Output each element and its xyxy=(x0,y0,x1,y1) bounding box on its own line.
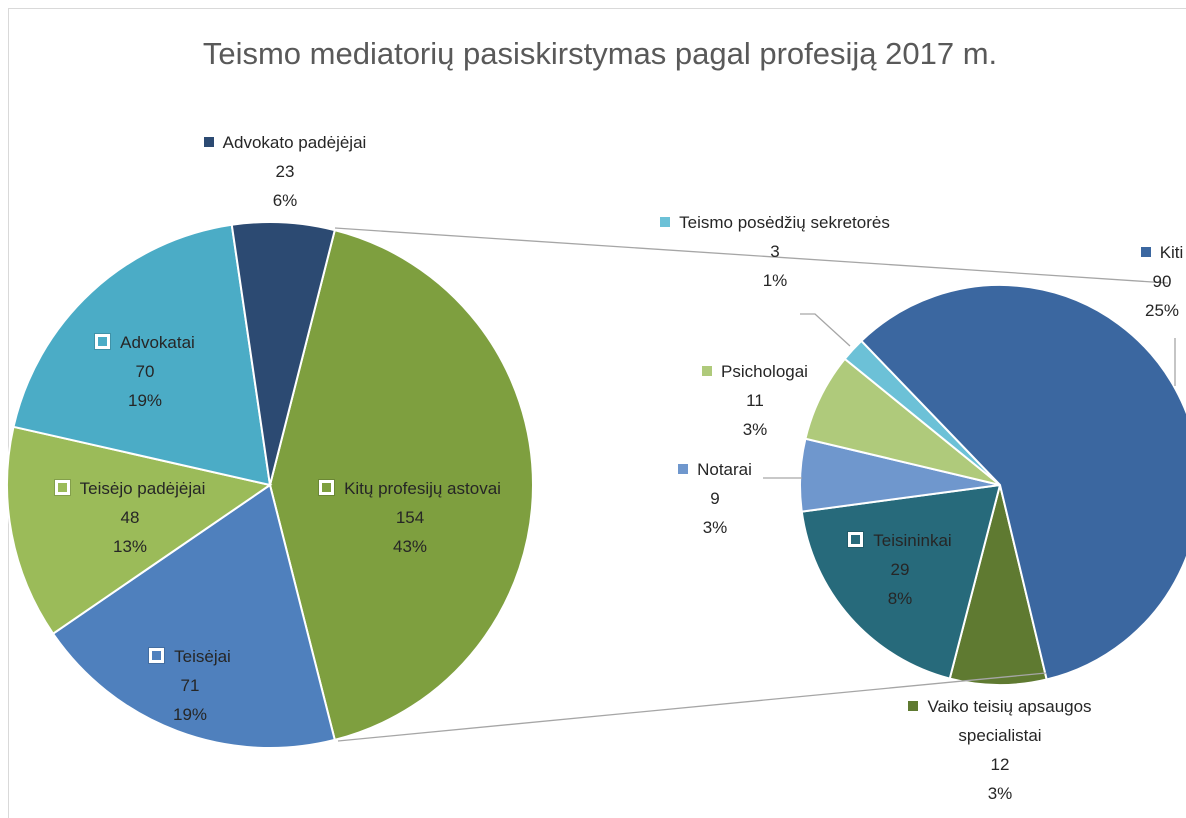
label-percent: 25% xyxy=(1144,301,1180,320)
label-name: Teismo posėdžių sekretorės xyxy=(679,213,890,232)
connector-line xyxy=(337,672,1047,742)
label-name-line: Kiti xyxy=(1132,238,1186,267)
label-name: Advokato padėjėjai xyxy=(222,133,367,152)
label-percent: 3% xyxy=(702,518,728,537)
label-value: 29 xyxy=(890,560,910,579)
label-key xyxy=(702,366,713,376)
label-name-line: Advokato padėjėjai xyxy=(155,128,415,157)
label-name: Kiti xyxy=(1159,243,1184,262)
label-name-line: Kitų profesijų astovai xyxy=(280,474,540,503)
label-name: Notarai xyxy=(697,460,752,479)
label-value: 12 xyxy=(990,755,1010,774)
label-key xyxy=(660,217,671,227)
label-name: Kitų profesijų astovai xyxy=(344,479,501,498)
label-value: 90 xyxy=(1152,272,1172,291)
label-key xyxy=(95,334,111,349)
label-name: Teisėjo padėjėjai xyxy=(79,479,206,498)
data-label: Advokato padėjėjai 23 6% xyxy=(155,128,415,215)
label-value: 11 xyxy=(746,391,764,410)
label-value: 23 xyxy=(275,162,295,181)
data-label: Kiti 90 25% xyxy=(1132,238,1186,325)
leader-line xyxy=(800,313,851,347)
label-percent: 43% xyxy=(392,537,428,556)
label-percent: 13% xyxy=(112,537,148,556)
label-name-line: Notarai xyxy=(650,455,780,484)
label-value: 3 xyxy=(770,242,780,261)
label-key xyxy=(54,480,70,495)
label-name-line: Teisėjai xyxy=(110,642,270,671)
label-percent: 3% xyxy=(987,784,1013,803)
label-value: 71 xyxy=(180,676,200,695)
pie-slice xyxy=(230,221,337,486)
label-name-line: Advokatai xyxy=(65,328,225,357)
label-percent: 3% xyxy=(742,420,768,439)
label-key xyxy=(678,464,689,474)
label-percent: 6% xyxy=(272,191,298,210)
label-value: 154 xyxy=(395,508,425,527)
pie-slice xyxy=(12,223,272,487)
label-key xyxy=(203,137,214,147)
label-name: Teisėjai xyxy=(174,647,231,666)
data-label: Teisininkai 29 8% xyxy=(820,526,980,613)
data-label: Notarai 9 3% xyxy=(650,455,780,542)
label-value: 70 xyxy=(135,362,155,381)
pie-slice xyxy=(948,484,1048,686)
label-key xyxy=(319,480,335,495)
label-name: Psichologai xyxy=(721,362,808,381)
label-name-line: Teisininkai xyxy=(820,526,980,555)
pie-slice xyxy=(6,425,273,636)
label-value: 48 xyxy=(120,508,140,527)
label-name: Vaiko teisių apsaugos specialistai xyxy=(927,697,1092,745)
label-percent: 19% xyxy=(172,705,208,724)
data-label: Psichologai 11 3% xyxy=(675,357,835,444)
data-label: Kitų profesijų astovai 154 43% xyxy=(280,474,540,561)
pie-slice xyxy=(268,228,535,742)
label-percent: 1% xyxy=(762,271,788,290)
label-key xyxy=(1140,247,1151,257)
data-label: Teisėjai 71 19% xyxy=(110,642,270,729)
data-label: Teismo posėdžių sekretorės 3 1% xyxy=(660,208,890,295)
pie-slice xyxy=(51,483,337,749)
label-name: Teisininkai xyxy=(873,531,952,550)
connector-line xyxy=(334,227,1169,284)
label-percent: 19% xyxy=(127,391,163,410)
label-name-line: Teismo posėdžių sekretorės xyxy=(660,208,890,237)
data-label: Vaiko teisių apsaugos specialistai 12 3% xyxy=(870,692,1130,808)
label-name-line: Psichologai xyxy=(675,357,835,386)
label-name-line: Vaiko teisių apsaugos specialistai xyxy=(870,692,1130,750)
label-name-line: Teisėjo padėjėjai xyxy=(15,474,245,503)
label-percent: 8% xyxy=(887,589,913,608)
pie-slice xyxy=(859,284,1186,681)
label-value: 9 xyxy=(710,489,720,508)
label-key xyxy=(149,648,165,663)
label-name: Advokatai xyxy=(120,333,195,352)
chart-title: Teismo mediatorių pasiskirstymas pagal p… xyxy=(202,36,998,71)
data-label: Teisėjo padėjėjai 48 13% xyxy=(15,474,245,561)
label-key xyxy=(908,701,919,711)
data-label: Advokatai 70 19% xyxy=(65,328,225,415)
label-key xyxy=(848,532,864,547)
